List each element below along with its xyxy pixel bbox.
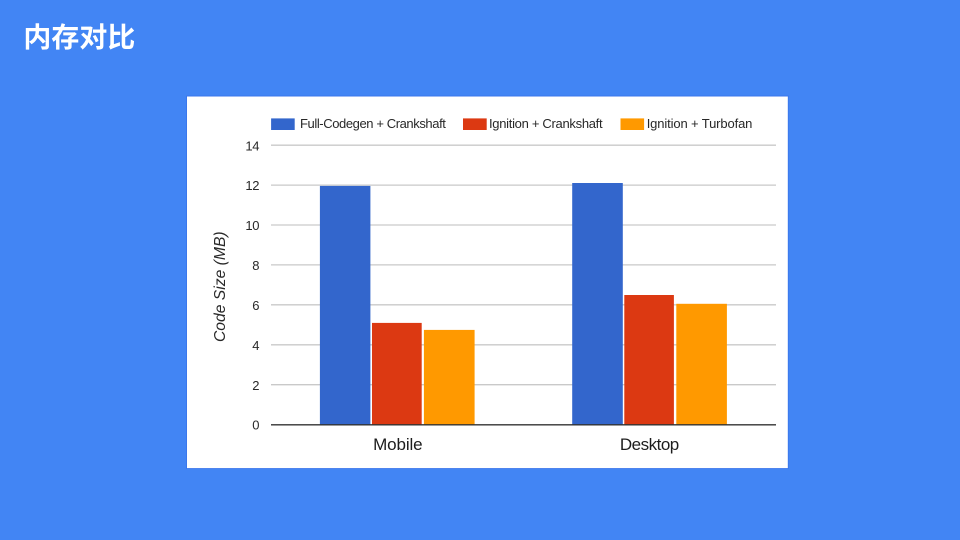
svg-text:Code Size (MB): Code Size (MB) [212, 231, 229, 342]
svg-text:6: 6 [252, 298, 259, 313]
svg-text:Desktop: Desktop [620, 435, 679, 454]
svg-text:14: 14 [245, 138, 259, 153]
svg-text:0: 0 [252, 418, 259, 433]
svg-text:Full-Codegen + Crankshaft: Full-Codegen + Crankshaft [300, 116, 446, 131]
svg-text:2: 2 [252, 378, 259, 393]
svg-text:Ignition + Crankshaft: Ignition + Crankshaft [489, 116, 603, 131]
svg-text:4: 4 [252, 338, 259, 353]
svg-text:10: 10 [245, 218, 259, 233]
svg-text:12: 12 [245, 178, 259, 193]
svg-text:8: 8 [252, 258, 259, 273]
svg-text:Mobile: Mobile [373, 435, 422, 454]
svg-text:Ignition + Turbofan: Ignition + Turbofan [647, 116, 753, 131]
